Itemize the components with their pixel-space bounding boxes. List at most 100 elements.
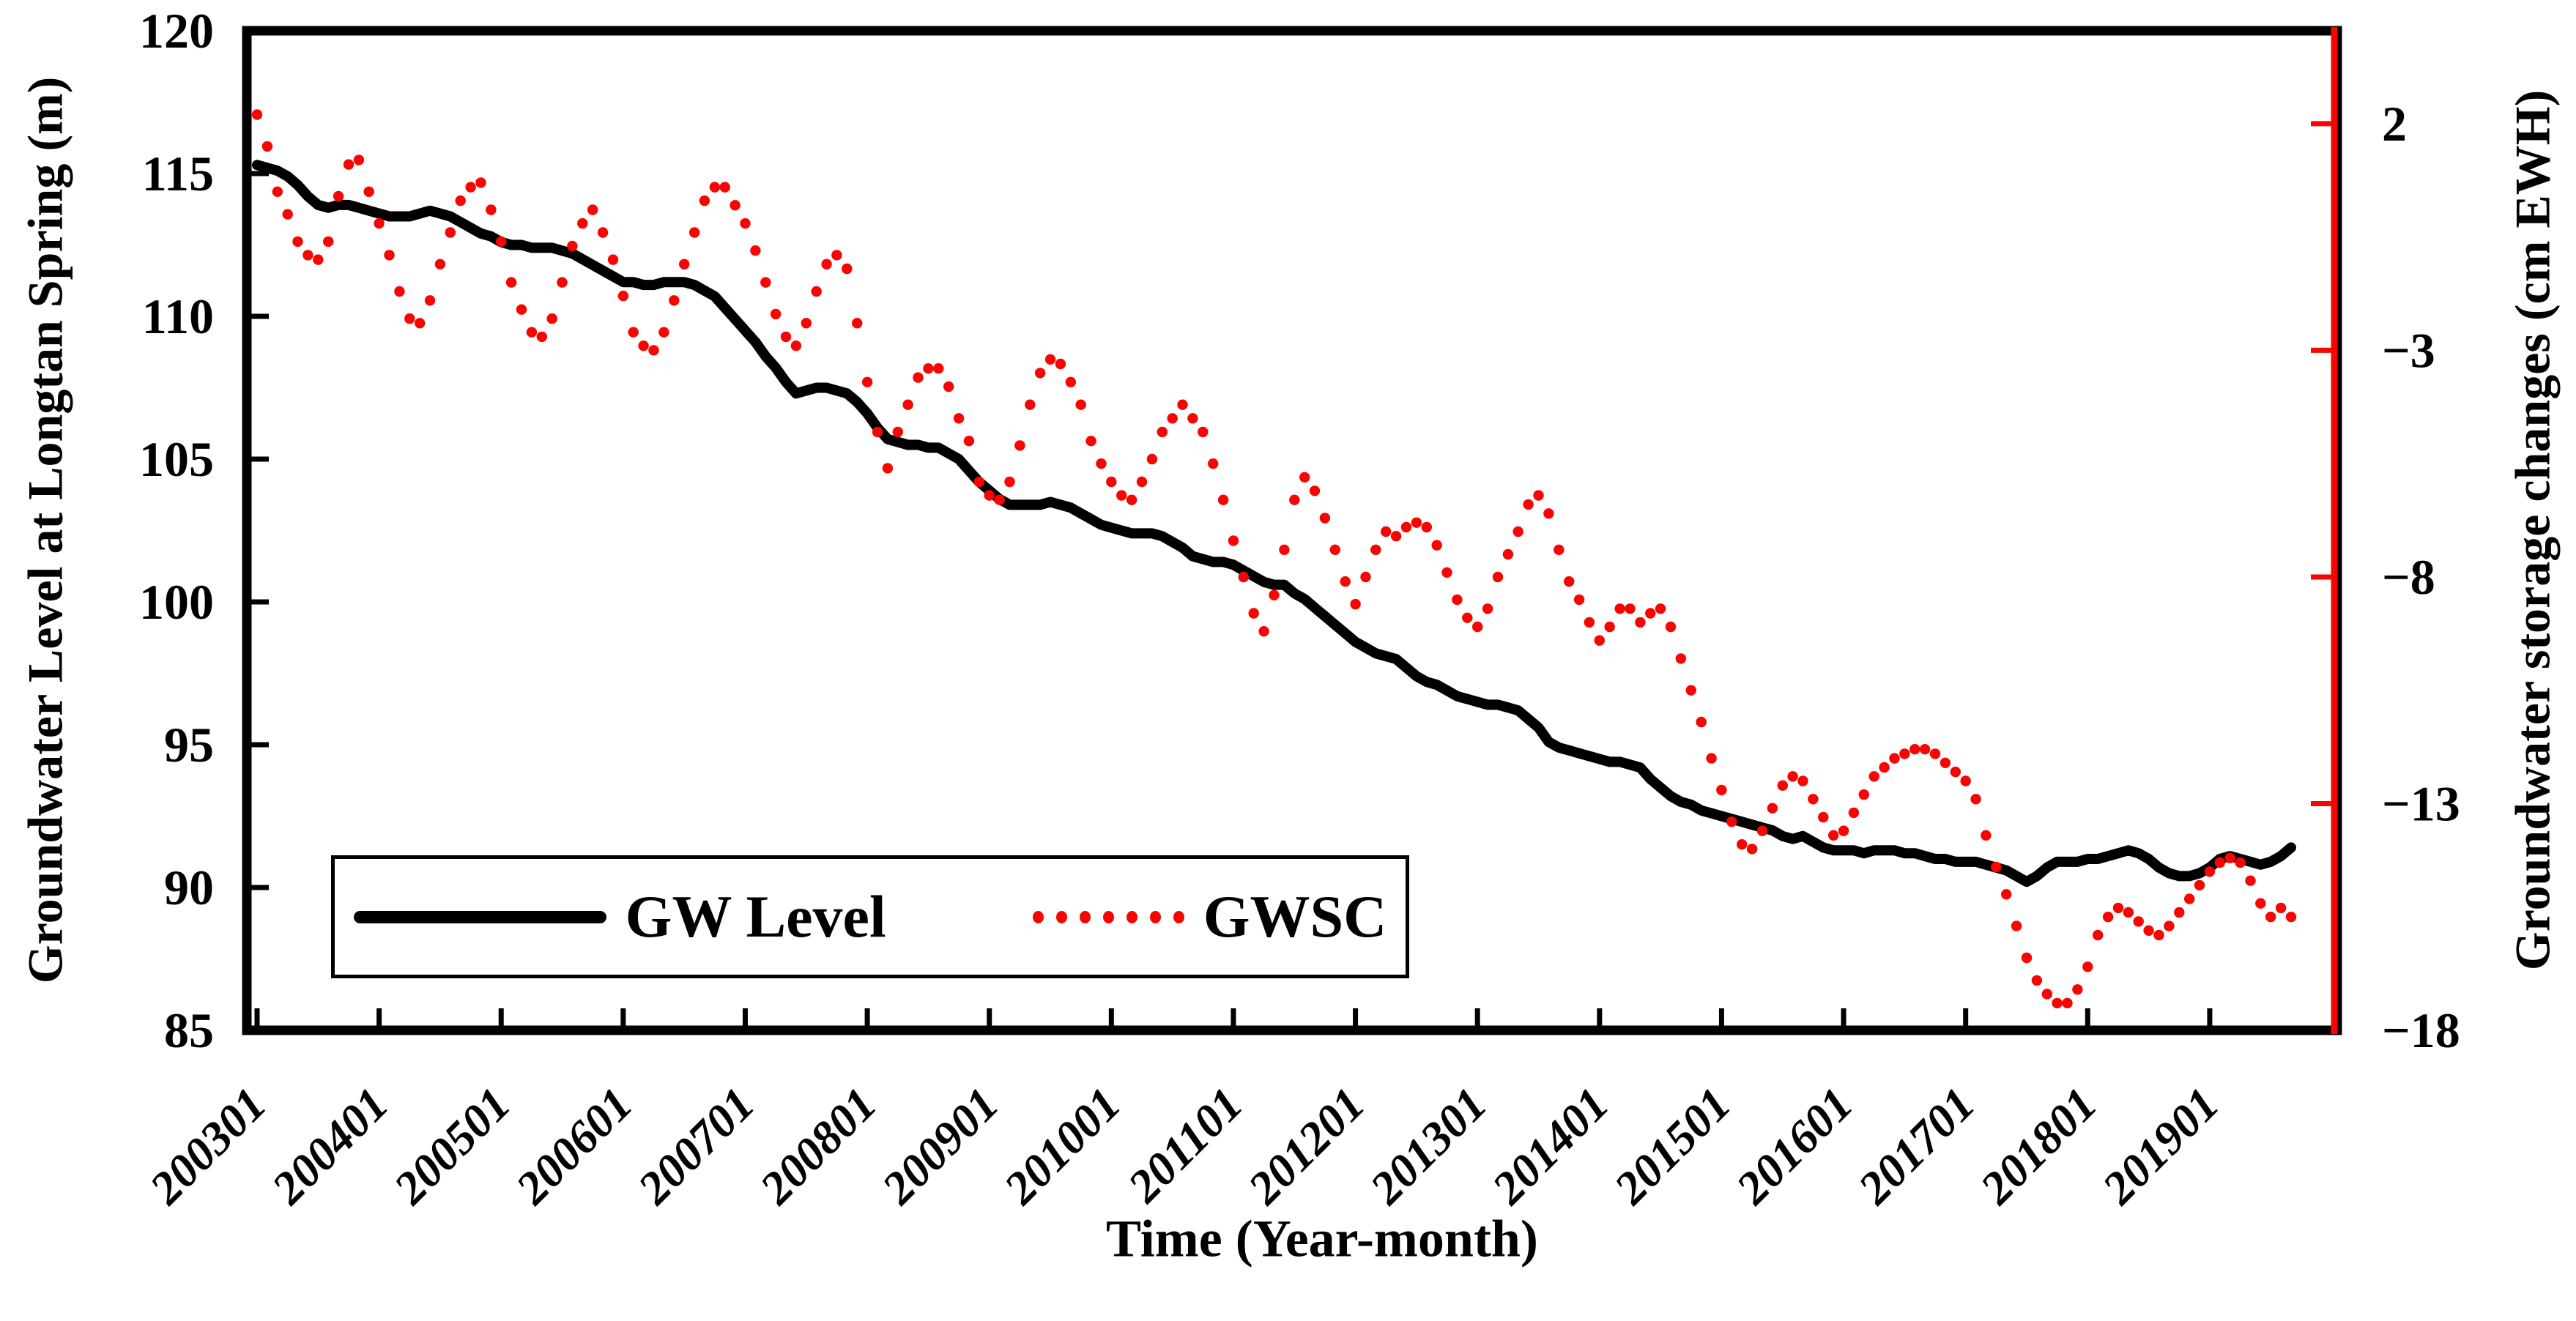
x-axis-tick-label: 201401 [1482,1078,1619,1215]
gwsc-dot [2112,902,2124,914]
gwsc-dot [1096,458,1107,469]
gwsc-dot [790,341,802,351]
gwsc-dot [1726,816,1737,827]
left-axis-tick-label: 95 [164,717,214,773]
gwsc-dot [801,318,812,329]
gwsc-dot [1309,485,1321,496]
gwsc-dot [750,245,761,256]
gwsc-dot [374,217,385,229]
gwsc-dot [1594,635,1605,646]
gwsc-dot [1787,771,1798,782]
gwsc-dot [963,436,975,447]
gwsc-sample-dot [1055,910,1067,923]
x-axis-tick-label: 200901 [872,1078,1009,1215]
gwsc-dot [1472,621,1483,633]
gwsc-dot [1756,825,1768,836]
gwsc-dot [465,182,476,193]
gwsc-dot [2062,997,2073,1009]
gwsc-dot [1685,685,1696,696]
gwsc-dot [2133,916,2144,927]
gwsc-dot [516,304,527,315]
gwsc-dot [1014,440,1025,451]
gwsc-dot [2093,929,2104,941]
gwsc-dot [2245,875,2256,886]
gwsc-dot [1217,494,1229,505]
gwsc-dot [688,227,700,238]
right-axis-title: Groundwater storage changes (cm EWH) [2504,89,2561,971]
gwsc-dot [2164,920,2175,931]
gwsc-dot [1198,426,1209,438]
gwsc-dot [1055,358,1066,370]
gwsc-dot [1706,753,1717,764]
gwsc-dot [2214,857,2225,868]
gwsc-dot [1858,789,1869,800]
gwsc-sample-dot [1173,910,1184,923]
gwsc-dot [302,250,313,261]
gwsc-dot [1512,526,1523,537]
gwsc-dot [2041,989,2052,1000]
gwsc-dot [2153,929,2164,941]
gwsc-dot [557,277,568,288]
gwsc-dot [1981,830,1992,841]
gwsc-dot [730,200,740,211]
gwsc-dot [1940,757,1951,769]
gwsc-dot [648,345,659,356]
gwsc-dot [2235,857,2246,868]
gwsc-dot [445,227,456,238]
gwsc-dot [1614,603,1625,614]
gwsc-dot [1482,603,1493,614]
x-axis-tick-label: 200401 [261,1078,398,1215]
gwsc-dot [1106,476,1117,488]
gwsc-dot [2174,907,2185,918]
gwsc-dot [1635,617,1646,628]
gwsc-dot [1329,544,1341,555]
gwsc-dot [1299,472,1310,483]
gwsc-dot [1746,844,1758,855]
gwsc-dot [607,254,619,265]
gwsc-dot [1645,608,1656,619]
gwsc-dot [536,331,547,343]
gwsc-dot [984,490,995,501]
gwsc-dot [2265,912,2276,923]
legend-label-gw-level: GW Level [625,883,886,950]
gwsc-dot [1025,399,1036,410]
gwsc-dot [2123,907,2134,918]
x-axis-tick-label: 200801 [749,1078,886,1215]
gwsc-dot [1808,794,1819,805]
gwsc-dot [455,195,466,206]
gwsc-dot [1991,861,2002,873]
gwsc-dot [1696,716,1707,728]
x-axis-tick-label: 200301 [139,1078,276,1215]
gwsc-dot [1604,621,1615,633]
gwsc-dot [1065,376,1077,387]
right-axis-tick-label: −8 [2382,549,2435,605]
gwsc-sample-dot [1149,910,1161,923]
gwsc-dot [1899,748,1910,759]
gwsc-dot [1289,494,1300,505]
gwsc-dot [740,217,751,229]
gwsc-dot [1502,548,1514,560]
right-axis-tick-label: −3 [2382,322,2435,378]
left-axis-tick-label: 105 [139,431,214,487]
gwsc-dot [1838,825,1849,836]
gwsc-dot [1584,617,1595,628]
gwsc-dot [831,250,842,261]
gwsc-dot [343,159,355,170]
gwsc-dot [282,209,293,220]
gwsc-dots-sample [1032,910,1184,923]
gwsc-dot [1655,603,1666,614]
gwsc-dot [313,254,324,265]
gwsc-dot [1157,426,1168,438]
right-axis-tick-label: −18 [2382,1002,2460,1058]
gwsc-dot [994,494,1005,505]
gwsc-dot [861,376,873,387]
gwsc-dot [577,217,588,229]
gwsc-dot [2204,866,2216,877]
gwsc-dot [546,313,557,324]
gwsc-dot [1492,571,1504,583]
gwsc-dot [353,155,365,165]
gwsc-dot [1136,476,1148,488]
gwsc-dot [933,363,944,374]
gwsc-dot [892,426,904,438]
